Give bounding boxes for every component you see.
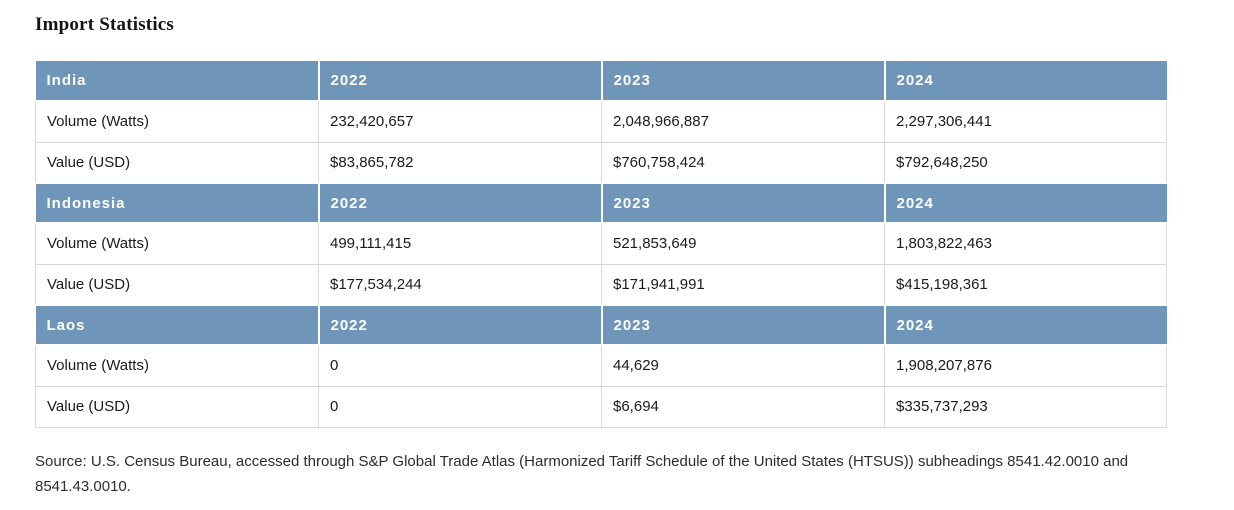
row-label-cell: Volume (Watts) — [35, 100, 319, 143]
row-label-cell: Volume (Watts) — [35, 344, 319, 387]
year-header-cell: 2023 — [600, 182, 885, 224]
row-label-cell: Value (USD) — [35, 385, 319, 428]
value-cell: $760,758,424 — [601, 141, 885, 184]
year-header-cell: 2023 — [600, 304, 885, 346]
year-header-cell: 2024 — [883, 182, 1167, 224]
value-cell: 1,908,207,876 — [884, 344, 1167, 387]
value-cell: 1,803,822,463 — [884, 222, 1167, 265]
page-title: Import Statistics — [35, 14, 175, 35]
table-row: Volume (Watts) 232,420,657 2,048,966,887… — [35, 100, 1167, 143]
country-header-cell: Indonesia — [35, 182, 319, 224]
year-header-cell: 2022 — [317, 304, 602, 346]
value-cell: $171,941,991 — [601, 263, 885, 306]
country-header-cell: Laos — [35, 304, 319, 346]
value-cell: $83,865,782 — [318, 141, 602, 184]
year-header-cell: 2023 — [600, 61, 885, 102]
value-cell: 0 — [318, 385, 602, 428]
value-cell: 2,048,966,887 — [601, 100, 885, 143]
import-statistics-page: Import Statistics India 2022 2023 2024 V… — [35, 14, 1167, 495]
value-cell: 521,853,649 — [601, 222, 885, 265]
source-note: Source: U.S. Census Bureau, accessed thr… — [35, 452, 1129, 495]
value-cell: $415,198,361 — [884, 263, 1167, 306]
value-cell: 2,297,306,441 — [884, 100, 1167, 143]
table-row: Value (USD) 0 $6,694 $335,737,293 — [35, 385, 1167, 428]
value-cell: 44,629 — [601, 344, 885, 387]
table-row: Value (USD) $83,865,782 $760,758,424 $79… — [35, 141, 1167, 184]
value-cell: $792,648,250 — [884, 141, 1167, 184]
country-header-row-india: India 2022 2023 2024 — [35, 61, 1167, 102]
value-cell: $335,737,293 — [884, 385, 1167, 428]
value-cell: 499,111,415 — [318, 222, 602, 265]
value-cell: $177,534,244 — [318, 263, 602, 306]
value-cell: 0 — [318, 344, 602, 387]
year-header-cell: 2022 — [317, 182, 602, 224]
year-header-cell: 2024 — [883, 61, 1167, 102]
row-label-cell: Volume (Watts) — [35, 222, 319, 265]
country-header-cell: India — [35, 61, 319, 102]
table-row: Volume (Watts) 499,111,415 521,853,649 1… — [35, 222, 1167, 265]
import-statistics-table: India 2022 2023 2024 Volume (Watts) 232,… — [35, 61, 1167, 428]
table-row: Value (USD) $177,534,244 $171,941,991 $4… — [35, 263, 1167, 306]
row-label-cell: Value (USD) — [35, 141, 319, 184]
row-label-cell: Value (USD) — [35, 263, 319, 306]
table-row: Volume (Watts) 0 44,629 1,908,207,876 — [35, 344, 1167, 387]
year-header-cell: 2022 — [317, 61, 602, 102]
country-header-row-laos: Laos 2022 2023 2024 — [35, 304, 1167, 346]
year-header-cell: 2024 — [883, 304, 1167, 346]
value-cell: $6,694 — [601, 385, 885, 428]
value-cell: 232,420,657 — [318, 100, 602, 143]
country-header-row-indonesia: Indonesia 2022 2023 2024 — [35, 182, 1167, 224]
